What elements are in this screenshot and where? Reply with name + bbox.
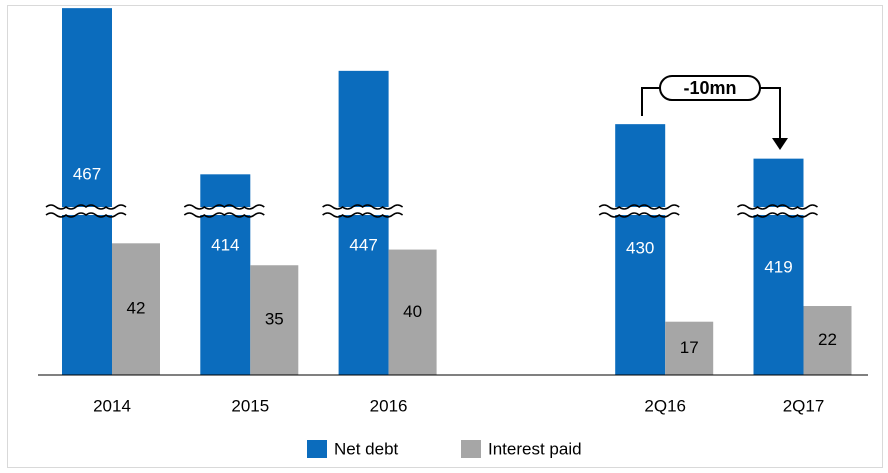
bar — [338, 70, 389, 375]
annotation: -10mn — [683, 78, 736, 98]
bar — [200, 174, 251, 375]
value-label: 430 — [626, 238, 654, 257]
x-tick-label: 2014 — [93, 396, 131, 415]
axis-break — [45, 212, 127, 218]
x-tick-label: 2016 — [370, 396, 408, 415]
axis-break-gap — [46, 207, 126, 215]
value-label: 467 — [73, 164, 101, 183]
x-tick-label: 2Q17 — [783, 396, 825, 415]
value-label: 40 — [403, 302, 422, 321]
annotation-connector — [641, 87, 781, 140]
bar — [803, 306, 852, 375]
axis-break — [598, 212, 680, 218]
axis-break — [183, 204, 265, 210]
axis-break-gap — [599, 207, 680, 215]
bar — [112, 243, 160, 375]
bar — [62, 8, 112, 376]
legend-swatch — [461, 440, 481, 458]
axis-break — [737, 204, 818, 210]
value-label: 35 — [265, 310, 284, 329]
axis-break — [183, 212, 265, 218]
value-label: 419 — [764, 257, 792, 276]
legend-swatch — [307, 440, 327, 458]
x-tick-label: 2Q16 — [644, 396, 686, 415]
bar — [250, 265, 299, 375]
value-label: 17 — [680, 338, 699, 357]
x-tick-label: 2015 — [231, 396, 269, 415]
axis-break-gap — [322, 207, 403, 215]
legend-label: Net debt — [334, 439, 399, 458]
value-label: 447 — [349, 235, 377, 254]
axis-break-gap — [737, 207, 818, 215]
value-label: 22 — [818, 330, 837, 349]
frame — [7, 5, 883, 468]
bar — [388, 249, 437, 375]
legend-label: Interest paid — [488, 439, 582, 458]
plot: 2014 467 42 2015 414 35 2016 447 40 2Q16 430 17 2Q17… — [45, 8, 852, 415]
value-label: 414 — [211, 235, 239, 254]
bar — [665, 321, 714, 375]
bar — [615, 124, 666, 375]
annotation-box — [659, 75, 761, 101]
legend: Net debt Interest paid — [307, 439, 582, 458]
axis-break — [322, 212, 404, 218]
axis-break — [322, 204, 404, 210]
axis-break — [45, 204, 127, 210]
annotation-arrow — [772, 138, 788, 150]
axis-break — [737, 212, 818, 218]
bar — [753, 158, 804, 375]
value-label: 42 — [127, 299, 146, 318]
axis-break — [598, 204, 680, 210]
axis-break-gap — [184, 207, 265, 215]
